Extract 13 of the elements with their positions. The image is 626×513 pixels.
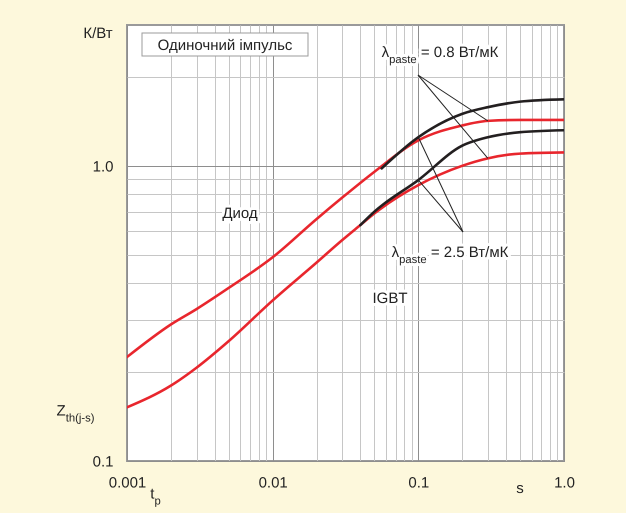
text: s [516, 480, 524, 497]
annotation: Диод [222, 205, 258, 222]
x-axis-title: t$_{p}$ [150, 486, 161, 508]
text: К/Вт [83, 25, 113, 42]
annotation: λ$_{paste}$ = 2.5 Вт/мК [392, 244, 509, 266]
x-tick-label: 1.0 [554, 474, 575, 492]
y-axis-title: Z$_{th(j-s)}$ [56, 402, 95, 424]
x-tick-label: 0.001 [108, 474, 146, 492]
annotation: Одиночний імпульс [158, 37, 293, 54]
annotation: λ$_{paste}$ = 0.8 Вт/мК [382, 44, 499, 66]
x-tick-label: 0.01 [258, 474, 288, 492]
x-tick-label: 0.1 [408, 474, 430, 492]
annotation: IGBT [372, 290, 408, 307]
